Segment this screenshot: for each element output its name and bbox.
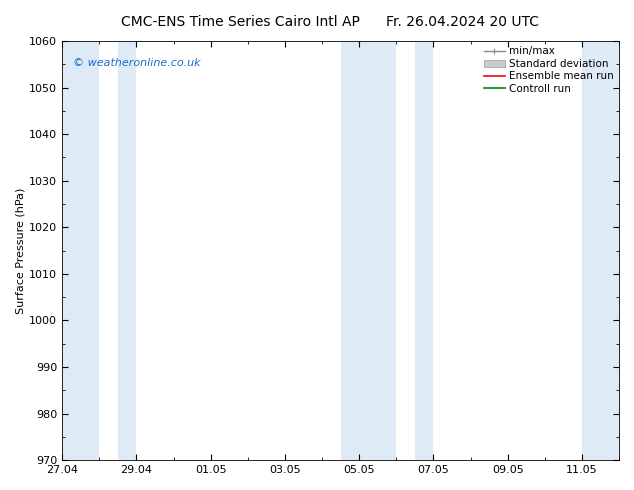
Bar (340, 41, 396, 460)
Text: CMC-ENS Time Series Cairo Intl AP: CMC-ENS Time Series Cairo Intl AP (122, 15, 360, 29)
Y-axis label: Surface Pressure (hPa): Surface Pressure (hPa) (15, 187, 25, 314)
Bar (62, 41, 100, 460)
Legend: min/max, Standard deviation, Ensemble mean run, Controll run: min/max, Standard deviation, Ensemble me… (482, 44, 616, 96)
Bar (415, 41, 434, 460)
Bar (118, 41, 136, 460)
Bar (582, 41, 619, 460)
Text: Fr. 26.04.2024 20 UTC: Fr. 26.04.2024 20 UTC (386, 15, 540, 29)
Text: © weatheronline.co.uk: © weatheronline.co.uk (74, 58, 201, 68)
